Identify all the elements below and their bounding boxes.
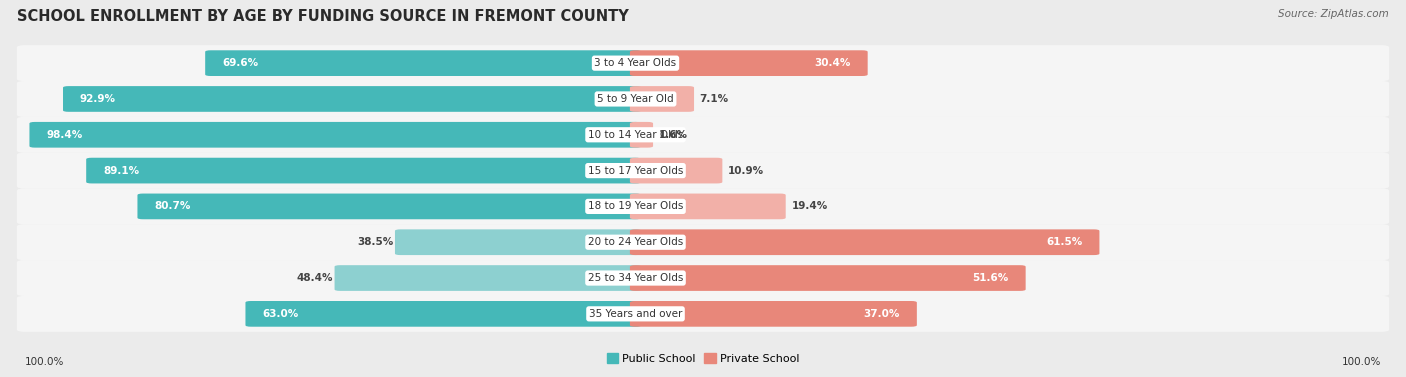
FancyBboxPatch shape: [630, 122, 652, 148]
Text: 89.1%: 89.1%: [103, 166, 139, 176]
Text: 20 to 24 Year Olds: 20 to 24 Year Olds: [588, 237, 683, 247]
FancyBboxPatch shape: [17, 45, 1389, 81]
FancyBboxPatch shape: [246, 301, 641, 327]
FancyBboxPatch shape: [630, 301, 917, 327]
Text: 18 to 19 Year Olds: 18 to 19 Year Olds: [588, 201, 683, 211]
Text: 3 to 4 Year Olds: 3 to 4 Year Olds: [595, 58, 676, 68]
Text: 7.1%: 7.1%: [700, 94, 728, 104]
Text: 61.5%: 61.5%: [1046, 237, 1083, 247]
Text: 98.4%: 98.4%: [46, 130, 83, 140]
Text: 30.4%: 30.4%: [814, 58, 851, 68]
Text: Source: ZipAtlas.com: Source: ZipAtlas.com: [1278, 9, 1389, 20]
FancyBboxPatch shape: [17, 188, 1389, 224]
Text: 15 to 17 Year Olds: 15 to 17 Year Olds: [588, 166, 683, 176]
FancyBboxPatch shape: [17, 153, 1389, 188]
Text: 25 to 34 Year Olds: 25 to 34 Year Olds: [588, 273, 683, 283]
FancyBboxPatch shape: [17, 260, 1389, 296]
Text: 1.6%: 1.6%: [658, 130, 688, 140]
Text: 69.6%: 69.6%: [222, 58, 259, 68]
FancyBboxPatch shape: [30, 122, 641, 148]
Text: 38.5%: 38.5%: [357, 237, 394, 247]
FancyBboxPatch shape: [63, 86, 641, 112]
Text: 80.7%: 80.7%: [155, 201, 191, 211]
Text: 10 to 14 Year Olds: 10 to 14 Year Olds: [588, 130, 683, 140]
FancyBboxPatch shape: [17, 81, 1389, 117]
FancyBboxPatch shape: [138, 193, 641, 219]
FancyBboxPatch shape: [630, 265, 1025, 291]
Text: 37.0%: 37.0%: [863, 309, 900, 319]
FancyBboxPatch shape: [205, 50, 641, 76]
FancyBboxPatch shape: [630, 193, 786, 219]
Text: 51.6%: 51.6%: [973, 273, 1008, 283]
Legend: Public School, Private School: Public School, Private School: [606, 354, 800, 364]
FancyBboxPatch shape: [335, 265, 641, 291]
FancyBboxPatch shape: [86, 158, 641, 184]
Text: 63.0%: 63.0%: [263, 309, 298, 319]
FancyBboxPatch shape: [630, 229, 1099, 255]
FancyBboxPatch shape: [17, 296, 1389, 332]
Text: 100.0%: 100.0%: [1341, 357, 1381, 367]
FancyBboxPatch shape: [630, 50, 868, 76]
FancyBboxPatch shape: [630, 158, 723, 184]
Text: 100.0%: 100.0%: [25, 357, 65, 367]
FancyBboxPatch shape: [17, 117, 1389, 153]
FancyBboxPatch shape: [395, 229, 641, 255]
FancyBboxPatch shape: [17, 224, 1389, 260]
Text: 35 Years and over: 35 Years and over: [589, 309, 682, 319]
Text: 48.4%: 48.4%: [297, 273, 333, 283]
Text: 10.9%: 10.9%: [728, 166, 763, 176]
FancyBboxPatch shape: [630, 86, 695, 112]
Text: 19.4%: 19.4%: [792, 201, 828, 211]
Text: SCHOOL ENROLLMENT BY AGE BY FUNDING SOURCE IN FREMONT COUNTY: SCHOOL ENROLLMENT BY AGE BY FUNDING SOUR…: [17, 9, 628, 25]
Text: 92.9%: 92.9%: [80, 94, 115, 104]
Text: 5 to 9 Year Old: 5 to 9 Year Old: [598, 94, 673, 104]
